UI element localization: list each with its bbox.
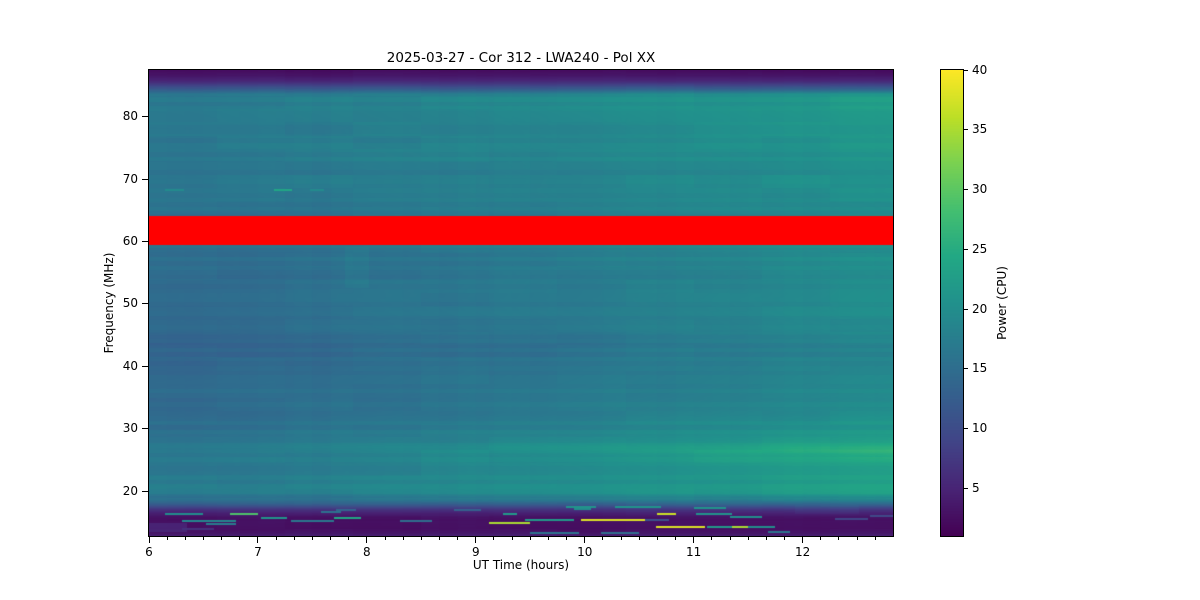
- x-minor-tick: [566, 537, 568, 540]
- x-minor-tick: [184, 537, 186, 540]
- y-tick-label: 40: [122, 358, 138, 373]
- colorbar-tick-label: 5: [972, 480, 980, 495]
- x-minor-tick: [547, 537, 549, 540]
- colorbar-tick-label: 25: [972, 241, 988, 256]
- x-minor-tick: [203, 537, 204, 540]
- x-minor-tick: [838, 537, 840, 540]
- spectrogram-heatmap-canvas: [149, 70, 893, 536]
- colorbar-tick: [964, 69, 968, 71]
- colorbar-tick: [964, 189, 968, 190]
- x-minor-tick: [384, 537, 386, 540]
- x-minor-tick: [293, 537, 295, 540]
- x-minor-tick: [656, 537, 658, 540]
- x-major-tick: [584, 537, 586, 543]
- colorbar-tick: [964, 487, 968, 489]
- y-axis-label: Frequency (MHz): [102, 252, 116, 354]
- x-minor-tick: [275, 537, 277, 540]
- x-tick-label: 10: [577, 545, 593, 559]
- x-minor-tick: [765, 537, 767, 540]
- x-minor-tick: [602, 537, 604, 540]
- x-axis-label: UT Time (hours): [472, 558, 570, 572]
- y-major-tick: [142, 365, 148, 367]
- colorbar-tick-label: 40: [972, 62, 988, 77]
- colorbar-tick: [964, 308, 968, 310]
- y-major-tick: [142, 490, 148, 492]
- colorbar-tick: [964, 428, 968, 429]
- y-major-tick: [142, 178, 148, 180]
- x-minor-tick: [493, 537, 495, 540]
- y-major-tick: [142, 116, 148, 118]
- colorbar-canvas: [941, 70, 963, 536]
- colorbar-tick-label: 35: [972, 122, 988, 137]
- x-minor-tick: [402, 537, 404, 540]
- colorbar-tick-label: 15: [972, 361, 988, 376]
- x-minor-tick: [638, 537, 640, 540]
- x-minor-tick: [311, 537, 313, 540]
- y-major-tick: [142, 428, 148, 430]
- colorbar-tick: [964, 248, 968, 250]
- x-minor-tick: [675, 537, 676, 540]
- x-minor-tick: [457, 537, 459, 540]
- x-minor-tick: [239, 537, 241, 540]
- x-minor-tick: [511, 537, 513, 540]
- colorbar-tick: [964, 368, 968, 370]
- colorbar-tick-label: 30: [972, 182, 988, 196]
- colorbar-tick-label: 20: [972, 301, 988, 316]
- x-minor-tick: [747, 537, 749, 540]
- x-minor-tick: [420, 537, 422, 540]
- y-major-tick: [142, 241, 148, 243]
- y-tick-label: 30: [122, 421, 138, 436]
- y-tick-label: 50: [122, 296, 138, 311]
- x-minor-tick: [783, 537, 785, 540]
- y-tick-label: 20: [122, 483, 138, 498]
- x-major-tick: [802, 537, 804, 543]
- x-tick-label: 7: [254, 545, 262, 559]
- x-minor-tick: [330, 537, 332, 540]
- x-minor-tick: [711, 537, 713, 540]
- y-tick-label: 80: [122, 109, 138, 124]
- x-minor-tick: [529, 537, 531, 540]
- x-major-tick: [366, 537, 368, 543]
- y-major-tick: [142, 303, 148, 305]
- x-minor-tick: [620, 537, 622, 540]
- x-minor-tick: [729, 537, 731, 540]
- x-tick-label: 12: [794, 545, 811, 559]
- colorbar-tick-label: 10: [972, 421, 988, 435]
- chart-title: 2025-03-27 - Cor 312 - LWA240 - Pol XX: [386, 50, 656, 66]
- x-minor-tick: [439, 537, 440, 540]
- colorbar-tick: [964, 129, 968, 131]
- x-minor-tick: [820, 537, 822, 540]
- x-major-tick: [257, 537, 259, 543]
- colorbar-label: Power (CPU): [995, 266, 1009, 340]
- x-minor-tick: [856, 537, 858, 540]
- x-tick-label: 11: [686, 545, 702, 559]
- y-tick-label: 70: [122, 171, 138, 186]
- x-minor-tick: [348, 537, 350, 540]
- x-major-tick: [148, 537, 150, 543]
- x-major-tick: [475, 537, 477, 543]
- x-major-tick: [693, 537, 695, 543]
- x-minor-tick: [221, 537, 223, 540]
- y-tick-label: 60: [122, 234, 138, 249]
- x-tick-label: 6: [145, 545, 153, 559]
- x-tick-label: 9: [471, 545, 480, 559]
- x-minor-tick: [874, 537, 876, 540]
- x-minor-tick: [166, 537, 168, 540]
- x-tick-label: 8: [363, 545, 371, 559]
